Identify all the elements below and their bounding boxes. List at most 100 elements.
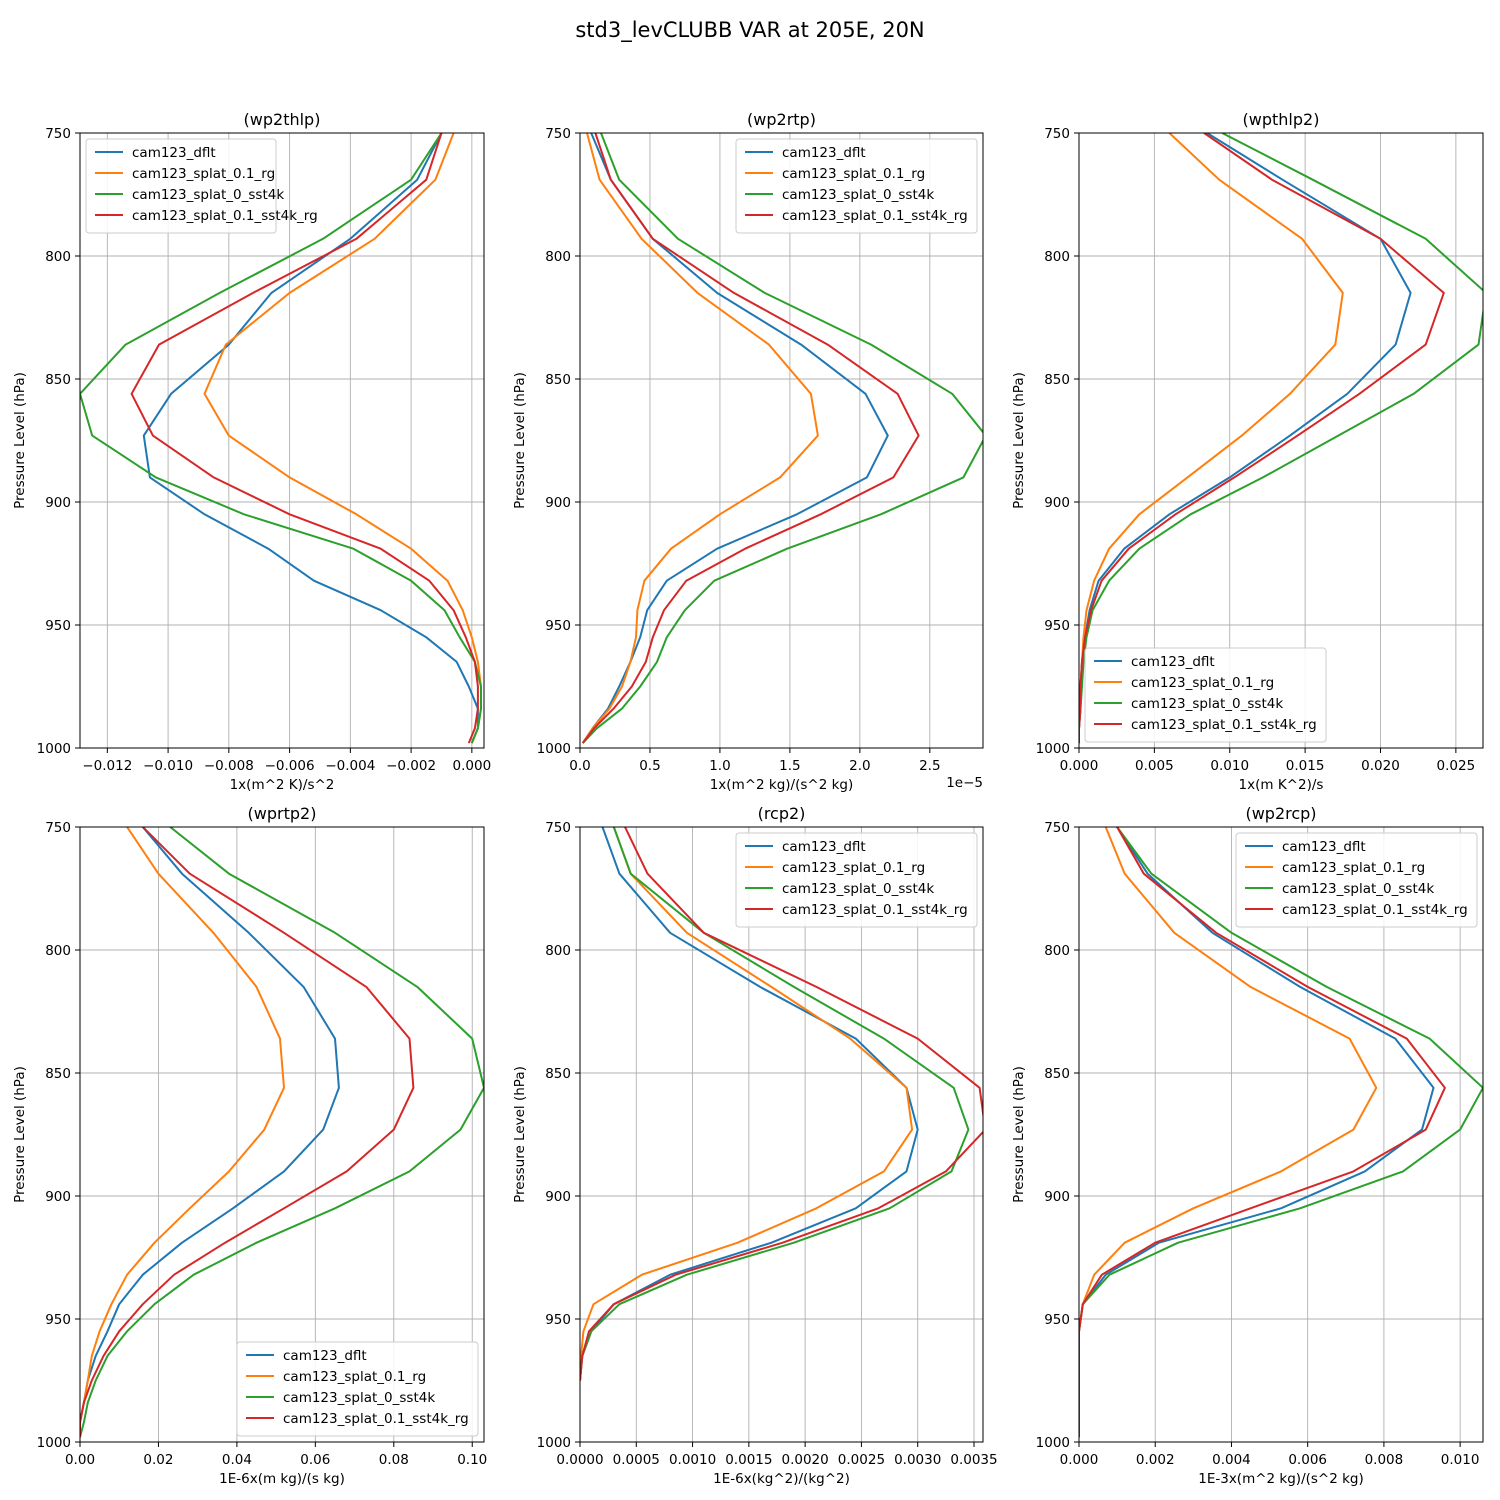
- series-line-cam123_splat_0_sst4k: [580, 827, 970, 1381]
- y-axis-label: Pressure Level (hPa): [1011, 372, 1027, 509]
- y-tick-label: 750: [545, 126, 571, 142]
- y-tick-label: 800: [45, 943, 71, 959]
- series-line-cam123_splat_0.1_rg: [581, 133, 819, 744]
- series-line-cam123_dflt: [581, 133, 889, 744]
- legend-label: cam123_splat_0.1_rg: [283, 1369, 426, 1385]
- x-tick-label: 0.004: [1212, 1452, 1251, 1468]
- series-line-cam123_splat_0.1_rg: [580, 827, 914, 1381]
- subplot-4: 0.00 0.02 0.04 0.06 0.08 0.10 750 800 850 900 950 1…: [12, 804, 487, 1487]
- y-tick-label: 900: [1044, 495, 1070, 511]
- series-line-cam123_splat_0.1_sst4k_rg: [580, 827, 983, 1381]
- series-line-cam123_splat_0.1_rg: [1079, 827, 1378, 1438]
- y-tick-label: 950: [545, 1312, 571, 1328]
- subplot-3: 0.000 0.005 0.010 0.015 0.020 0.025 750 800 850 9…: [1011, 110, 1484, 793]
- x-tick-label: 0.0035: [950, 1452, 997, 1468]
- y-tick-label: 850: [1044, 1066, 1070, 1082]
- x-offset-text: 1e−5: [946, 775, 983, 791]
- y-tick-label: 1000: [37, 741, 71, 757]
- legend-box: [735, 832, 978, 928]
- y-tick-label: 900: [45, 495, 71, 511]
- subplot-2: 0.0 0.5 1.0 1.5 2.0 2.5 750 800 850 900 950 1000 (wp…: [512, 110, 984, 793]
- x-tick-label: 0.0005: [613, 1452, 660, 1468]
- y-tick-label: 750: [45, 820, 71, 836]
- panels: −0.012 −0.010 −0.008 −0.006 −0.004 −0.002 0.00…: [12, 110, 1484, 1487]
- y-axis-label: Pressure Level (hPa): [512, 372, 528, 509]
- series-line-cam123_splat_0_sst4k: [1079, 133, 1483, 744]
- x-tick-label: 0.0015: [725, 1452, 772, 1468]
- x-axis-label: 1x(m^2 kg)/(s^2 kg): [710, 777, 854, 793]
- y-tick-label: 750: [1044, 126, 1070, 142]
- series-group: [580, 827, 983, 1381]
- legend-label: cam123_splat_0_sst4k: [782, 881, 934, 897]
- legend-box: [1235, 832, 1478, 928]
- x-tick-label: 0.0: [569, 758, 590, 774]
- y-tick-label: 850: [545, 372, 571, 388]
- y-tick-label: 900: [545, 495, 571, 511]
- x-tick-label: 0.10: [457, 1452, 487, 1468]
- x-tick-label: 0.000: [1060, 758, 1099, 774]
- y-tick-label: 850: [45, 1066, 71, 1082]
- x-tick-label: 0.0010: [669, 1452, 716, 1468]
- y-axis-label: Pressure Level (hPa): [512, 1066, 528, 1203]
- subplot-title: (wp2rcp): [1245, 804, 1316, 823]
- series-line-cam123_dflt: [1079, 827, 1435, 1438]
- y-tick-label: 750: [45, 126, 71, 142]
- series-line-cam123_splat_0.1_rg: [80, 827, 285, 1438]
- x-tick-label: 0.0000: [556, 1452, 603, 1468]
- x-tick-label: 0.00: [65, 1452, 95, 1468]
- y-tick-label: 850: [1044, 372, 1070, 388]
- y-axis-label: Pressure Level (hPa): [1011, 1066, 1027, 1203]
- legend-label: cam123_splat_0.1_rg: [1282, 860, 1425, 876]
- series-line-cam123_splat_0_sst4k: [582, 133, 983, 744]
- x-tick-label: 1.0: [709, 758, 730, 774]
- subplot-title: (wp2rtp): [747, 110, 816, 129]
- y-tick-label: 800: [1044, 249, 1070, 265]
- y-tick-label: 750: [1044, 820, 1070, 836]
- legend-label: cam123_splat_0_sst4k: [1131, 696, 1283, 712]
- series-group: [1079, 827, 1483, 1438]
- y-tick-label: 750: [545, 820, 571, 836]
- axes-frame: [79, 132, 485, 749]
- subplot-title: (wprtp2): [248, 804, 317, 823]
- y-tick-label: 900: [545, 1189, 571, 1205]
- x-axis-label: 1x(m K^2)/s: [1239, 777, 1324, 793]
- x-tick-label: 0.0020: [782, 1452, 829, 1468]
- y-tick-label: 800: [45, 249, 71, 265]
- legend-label: cam123_dflt: [782, 145, 866, 161]
- legend: cam123_dflt cam123_splat_0.1_rg cam123_spl…: [1235, 832, 1478, 928]
- axes-frame: [579, 826, 984, 1443]
- x-tick-label: 0.02: [143, 1452, 173, 1468]
- x-axis-label: 1x(m^2 K)/s^2: [230, 777, 335, 793]
- series-line-cam123_splat_0_sst4k: [80, 827, 484, 1438]
- legend-label: cam123_splat_0.1_sst4k_rg: [1282, 902, 1468, 918]
- legend-label: cam123_splat_0.1_rg: [132, 166, 275, 182]
- subplot-title: (rcp2): [758, 804, 806, 823]
- x-tick-label: 0.015: [1286, 758, 1325, 774]
- x-tick-label: 0.010: [1210, 758, 1249, 774]
- y-tick-label: 800: [545, 943, 571, 959]
- y-tick-label: 1000: [1036, 1435, 1070, 1451]
- series-line-cam123_splat_0.1_sst4k_rg: [1079, 827, 1446, 1438]
- y-tick-label: 800: [545, 249, 571, 265]
- x-tick-label: 0.010: [1441, 1452, 1480, 1468]
- series-line-cam123_splat_0.1_sst4k_rg: [80, 827, 415, 1438]
- legend-label: cam123_splat_0_sst4k: [782, 187, 934, 203]
- x-tick-label: 0.000: [1060, 1452, 1099, 1468]
- x-tick-label: 0.04: [222, 1452, 252, 1468]
- legend-label: cam123_splat_0.1_sst4k_rg: [782, 208, 968, 224]
- x-tick-label: 0.0030: [894, 1452, 941, 1468]
- legend: cam123_dflt cam123_splat_0.1_rg cam123_spl…: [85, 138, 318, 234]
- x-tick-label: 2.0: [849, 758, 870, 774]
- legend: cam123_dflt cam123_splat_0.1_rg cam123_spl…: [236, 1341, 479, 1437]
- axes-frame: [1078, 132, 1484, 749]
- x-axis-label: 1E-3x(m^2 kg)/(s^2 kg): [1198, 1471, 1364, 1487]
- legend-label: cam123_splat_0.1_rg: [1131, 675, 1274, 691]
- y-tick-label: 950: [1044, 618, 1070, 634]
- x-tick-label: 0.006: [1288, 1452, 1327, 1468]
- legend-label: cam123_dflt: [1131, 654, 1215, 670]
- legend-label: cam123_splat_0_sst4k: [132, 187, 284, 203]
- legend-label: cam123_splat_0.1_sst4k_rg: [782, 902, 968, 918]
- y-tick-label: 950: [45, 1312, 71, 1328]
- legend-label: cam123_dflt: [1282, 839, 1366, 855]
- series-group: [80, 827, 484, 1438]
